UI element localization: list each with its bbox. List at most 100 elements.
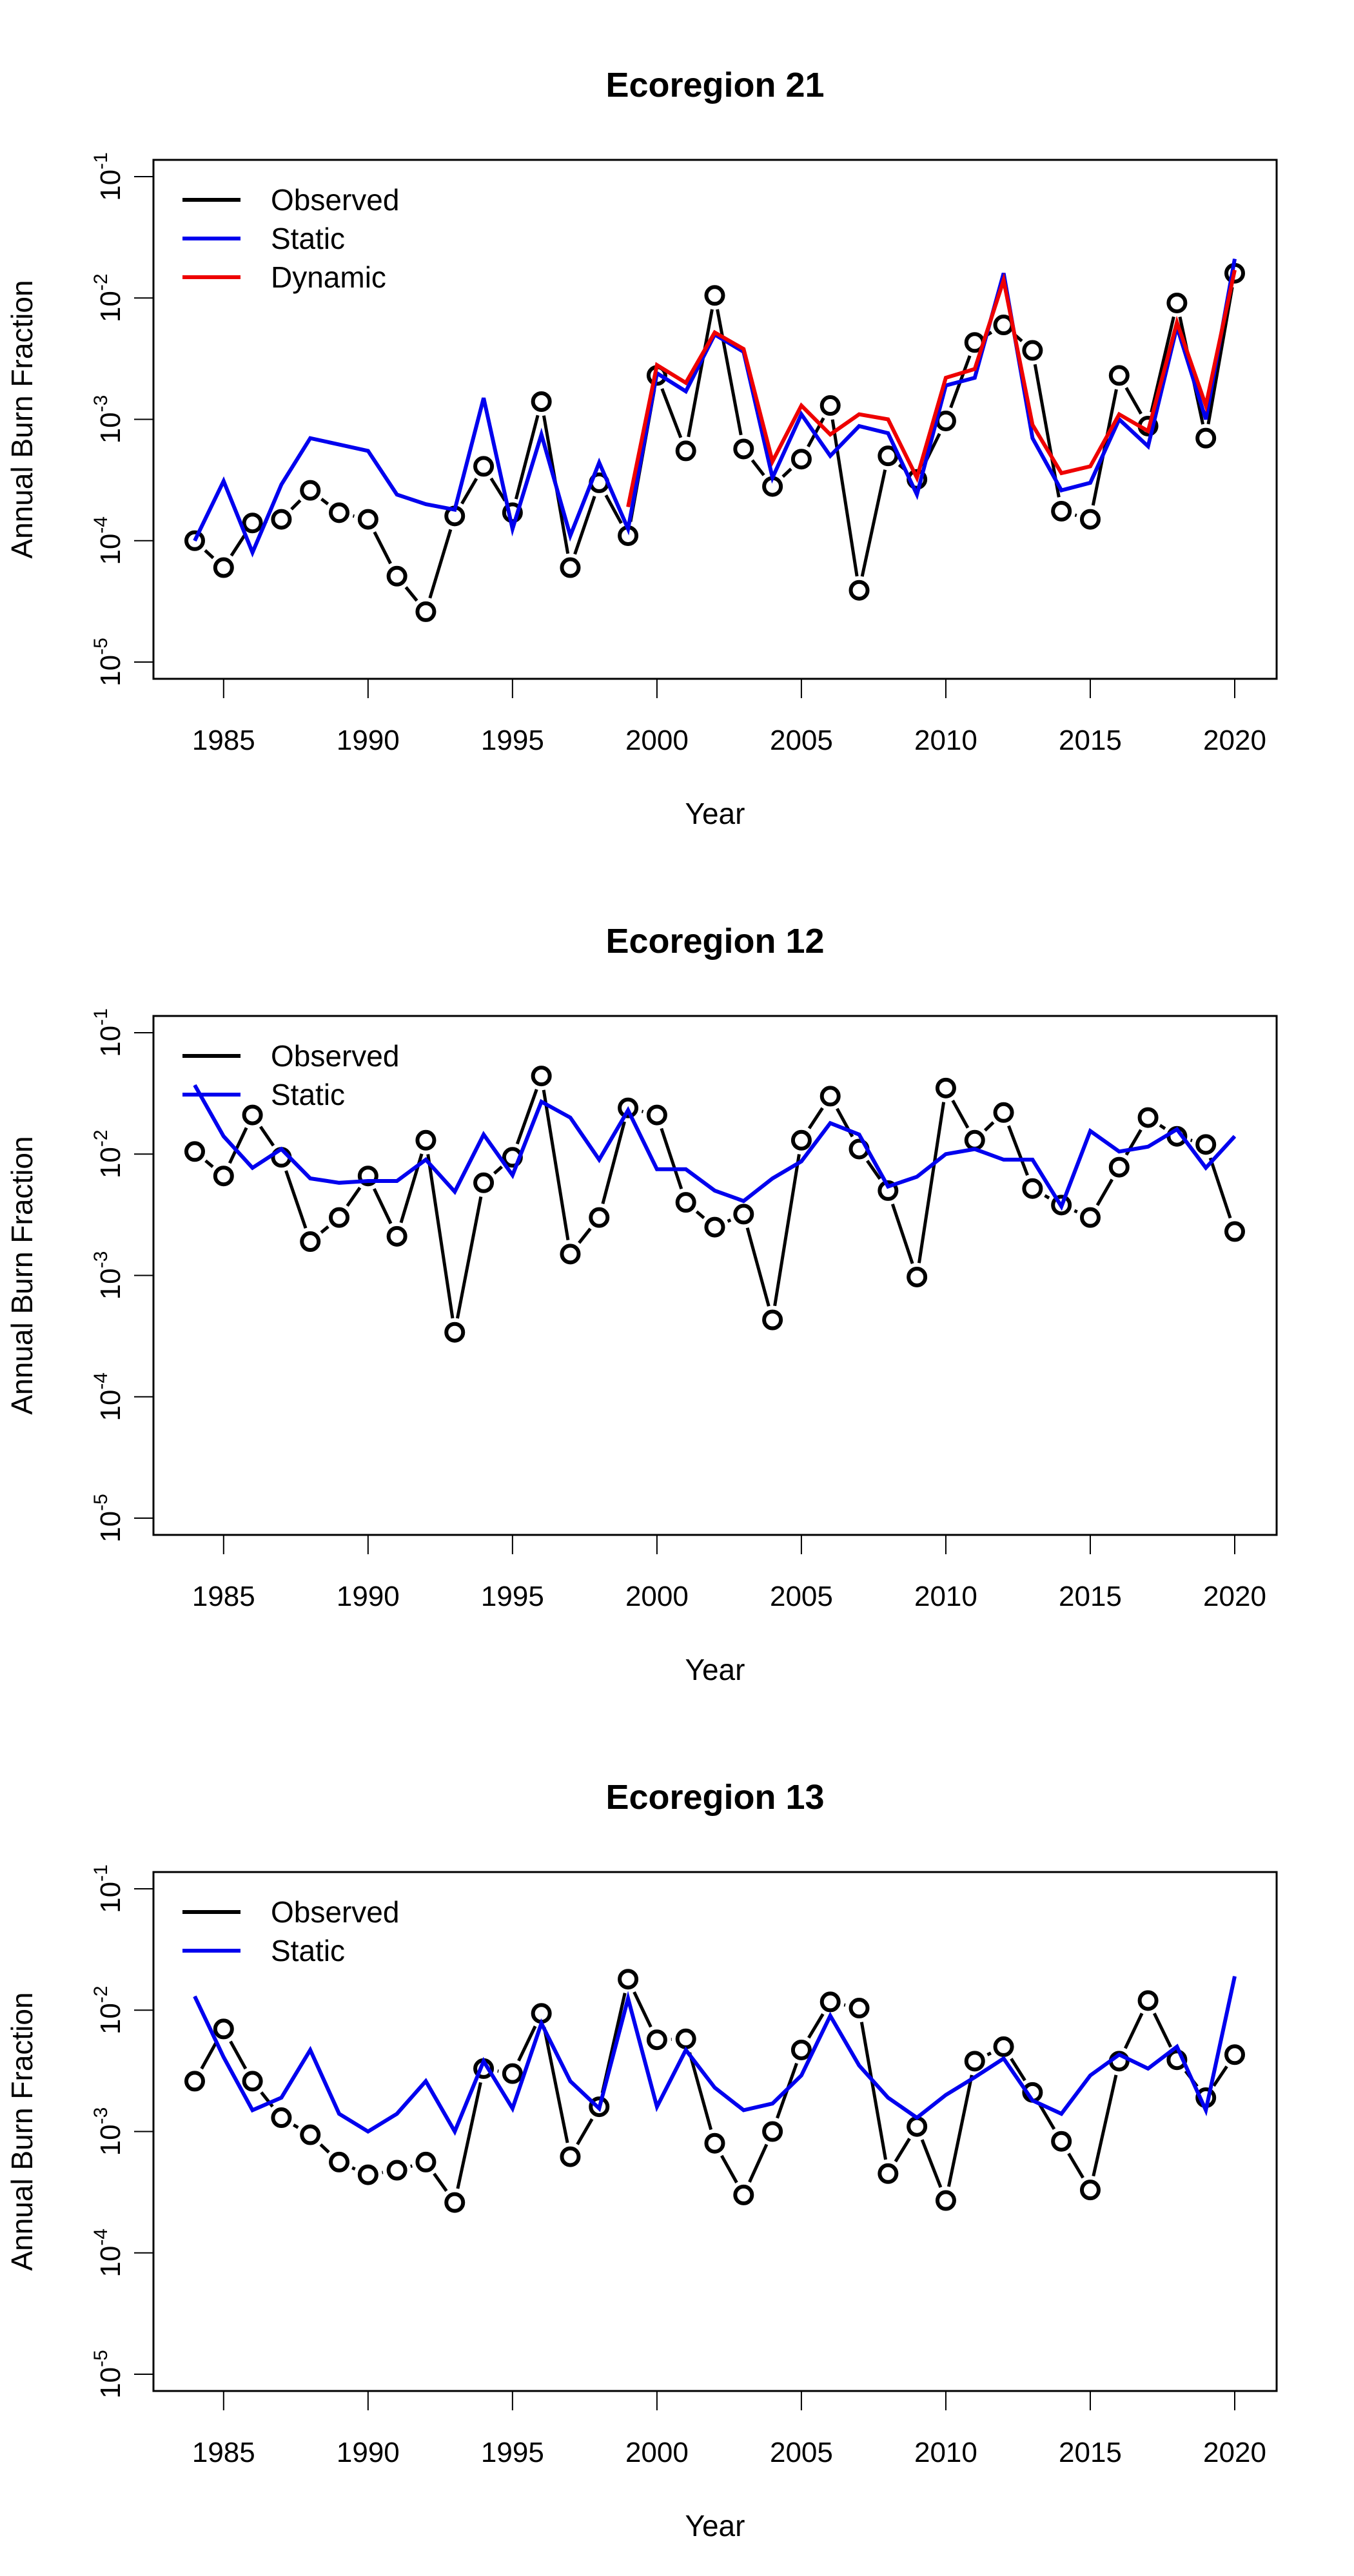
y-tick-base: 10	[95, 2003, 126, 2034]
static-vertex	[685, 391, 687, 392]
observed-point	[878, 2163, 899, 2184]
legend-label: Observed	[271, 1039, 399, 1073]
x-tick-label: 2005	[770, 1581, 833, 1612]
observed-segment	[493, 1165, 504, 1175]
static-vertex	[223, 1136, 224, 1137]
dynamic-vertex	[685, 382, 687, 384]
observed-point	[1051, 2131, 1072, 2152]
y-tick-exponent: -4	[90, 516, 112, 534]
x-tick-label: 2010	[914, 2437, 977, 2468]
observed-segment	[576, 2118, 594, 2145]
x-tick-label: 1990	[337, 725, 400, 756]
observed-point	[1022, 1178, 1043, 1199]
observed-segment	[1206, 287, 1234, 425]
static-vertex	[541, 434, 542, 435]
static-vertex	[1061, 2113, 1062, 2114]
y-tick-base: 10	[95, 1268, 126, 1300]
legend-label: Static	[271, 222, 345, 255]
x-tick-label: 2000	[625, 725, 689, 756]
chart-title: Ecoregion 13	[605, 1778, 824, 1817]
observed-point	[473, 1172, 495, 1193]
static-vertex	[1032, 1159, 1033, 1160]
y-axis-label: Annual Burn Fraction	[5, 1136, 39, 1414]
y-tick-label: 10-1	[90, 1008, 126, 1057]
observed-segment	[455, 1196, 483, 1319]
x-axis: 1985 1990 1995 2000 2005 2010 2015 2020	[192, 679, 1266, 756]
observed-point	[762, 1309, 783, 1331]
static-vertex	[598, 1159, 600, 1160]
legend-label: Static	[271, 1078, 345, 1111]
x-tick-label: 1985	[192, 2437, 255, 2468]
static-vertex	[714, 2087, 715, 2088]
static-vertex	[627, 1109, 629, 1111]
observed-point	[329, 1207, 350, 1228]
y-tick-exponent: -4	[90, 2229, 112, 2246]
y-tick-label: 10-5	[90, 1494, 126, 1543]
observed-segment	[514, 415, 540, 500]
observed-segment	[660, 1127, 683, 1190]
x-tick-label: 1985	[192, 1581, 255, 1612]
observed-point	[646, 2029, 667, 2051]
observed-point	[675, 2028, 696, 2049]
chart-ecoregion-12: Ecoregion 12 1985 1990 1995 2000 2005 2010 2015…	[5, 922, 1278, 1686]
observed-point	[1137, 1990, 1159, 2011]
observed-point	[357, 2164, 378, 2185]
series-observed	[184, 262, 1245, 622]
chart-panel-ecoregion-21: Ecoregion 21 1985 1990 1995 2000 2005 2010 2015…	[0, 0, 1354, 859]
observed-point	[213, 2018, 234, 2040]
y-tick-exponent: -2	[90, 1986, 112, 2003]
x-tick-label: 2020	[1203, 2437, 1266, 2468]
y-axis-label: Annual Burn Fraction	[5, 280, 39, 558]
y-axis-label: Annual Burn Fraction	[5, 1992, 39, 2270]
y-tick-label: 10-3	[90, 1251, 126, 1300]
observed-point	[1108, 365, 1130, 386]
static-vertex	[338, 444, 340, 445]
observed-point	[1195, 427, 1217, 449]
observed-segment	[1190, 1138, 1193, 1142]
observed-point	[819, 1991, 841, 2013]
observed-point	[386, 2160, 407, 2181]
chart-panel-ecoregion-12: Ecoregion 12 1985 1990 1995 2000 2005 2010 2015…	[0, 856, 1354, 1715]
observed-segment	[284, 1170, 308, 1229]
static-vertex	[1003, 2058, 1005, 2059]
observed-point	[300, 480, 321, 501]
observed-point	[993, 1102, 1014, 1123]
observed-segment	[866, 1160, 881, 1180]
y-tick-label: 10-5	[90, 638, 126, 687]
observed-point	[242, 1104, 263, 1126]
observed-point	[1195, 1134, 1217, 1155]
observed-point	[1137, 1107, 1159, 1128]
y-axis: 10-110-210-310-410-5	[90, 152, 153, 687]
y-tick-exponent: -3	[90, 395, 112, 413]
observed-segment	[1074, 513, 1077, 518]
observed-point	[1108, 1156, 1130, 1178]
observed-point	[531, 1066, 552, 1087]
observed-segment	[773, 1154, 801, 1307]
y-tick-base: 10	[95, 1882, 126, 1913]
observed-segment	[1212, 2065, 1228, 2087]
chart-ecoregion-21: Ecoregion 21 1985 1990 1995 2000 2005 2010 2015…	[5, 66, 1278, 830]
observed-point	[819, 395, 841, 416]
y-axis: 10-110-210-310-410-5	[90, 1864, 153, 2399]
observed-segment	[426, 1154, 455, 1319]
observed-point	[1166, 292, 1188, 313]
series-dynamic	[626, 269, 1237, 507]
observed-segment	[890, 1203, 914, 1264]
observed-segment	[745, 1227, 770, 1307]
observed-point	[790, 449, 812, 470]
static-vertex	[1061, 490, 1062, 491]
observed-segment	[204, 549, 215, 560]
observed-point	[733, 2184, 754, 2205]
series-static	[193, 1084, 1237, 1211]
y-tick-exponent: -4	[90, 1372, 112, 1390]
observed-point	[560, 2146, 581, 2167]
observed-point	[819, 1086, 841, 1107]
observed-segment	[373, 1187, 393, 1225]
y-tick-base: 10	[95, 2367, 126, 2399]
observed-point	[964, 1129, 985, 1151]
observed-segment	[1074, 1209, 1078, 1214]
y-tick-exponent: -5	[90, 638, 112, 655]
dynamic-vertex	[714, 332, 715, 333]
observed-point	[415, 2151, 437, 2172]
y-tick-label: 10-2	[90, 1129, 126, 1178]
